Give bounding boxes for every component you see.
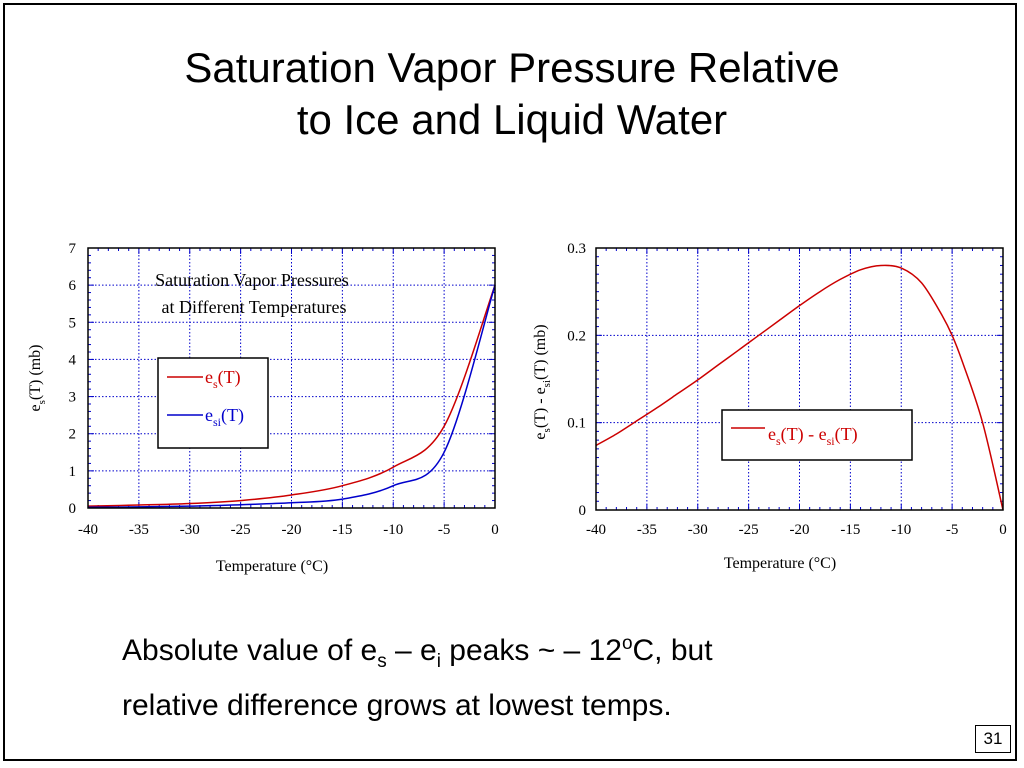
y-tick-label: 0.1 xyxy=(567,416,586,432)
left-chart: -40 -35 -30 -25 -20 -15 -10 -5 0 0 1 2 3 4 5 6 7 Satura… xyxy=(27,241,499,575)
right-chart-y-ticks: 0 0.1 0.2 0.3 xyxy=(567,241,586,519)
x-tick-label: -25 xyxy=(231,522,251,538)
series-line-0-1 xyxy=(87,284,496,509)
right-chart-grid xyxy=(596,248,1003,510)
x-tick-label: -15 xyxy=(332,522,352,538)
left-chart-legend-box xyxy=(157,357,269,449)
x-tick-label: -35 xyxy=(637,522,657,538)
slide-title: Saturation Vapor Pressure Relative to Ic… xyxy=(0,42,1024,146)
x-tick-label: -5 xyxy=(946,522,959,538)
right-chart-x-ticks: -40 -35 -30 -25 -20 -15 -10 -5 0 xyxy=(586,522,1007,538)
legend-label-es: es(T) xyxy=(205,367,241,391)
right-chart-x-label: Temperature (°C) xyxy=(724,555,836,572)
right-chart-y-label: es(T) - esi(T) (mb) xyxy=(532,324,553,439)
left-chart-title-line-2: at Different Temperatures xyxy=(162,297,347,317)
left-chart-legend: es(T) esi(T) xyxy=(157,357,269,449)
y-tick-label: 4 xyxy=(69,352,77,368)
x-tick-label: -30 xyxy=(688,522,708,538)
x-tick-label: -5 xyxy=(438,522,451,538)
x-tick-label: -20 xyxy=(790,522,810,538)
x-tick-label: -40 xyxy=(586,522,606,538)
left-chart-lines xyxy=(87,284,496,509)
x-tick-label: -35 xyxy=(129,522,149,538)
y-tick-label: 7 xyxy=(69,241,77,257)
x-tick-label: -25 xyxy=(739,522,759,538)
y-tick-label: 5 xyxy=(69,315,77,331)
right-chart-plot-frame xyxy=(595,247,1004,511)
left-chart-x-label: Temperature (°C) xyxy=(216,558,328,575)
x-tick-label: 0 xyxy=(999,522,1007,538)
right-chart-legend-box xyxy=(721,409,913,461)
left-chart-plot-frame xyxy=(87,247,496,509)
slide-frame xyxy=(3,3,1017,761)
slide-caption: Absolute value of es – ei peaks ~ – 12oC… xyxy=(122,622,942,728)
right-chart-legend: es(T) - esi(T) xyxy=(721,409,913,461)
y-tick-label: 3 xyxy=(69,390,77,406)
slide-number: 31 xyxy=(975,725,1011,753)
legend-label-esi: esi(T) xyxy=(205,405,244,429)
caption-line-1: Absolute value of es – ei peaks ~ – 12oC… xyxy=(122,633,713,672)
x-tick-label: -15 xyxy=(840,522,860,538)
series-line-1-0 xyxy=(595,264,1004,511)
x-tick-label: -20 xyxy=(282,522,302,538)
y-tick-label: 0 xyxy=(69,501,77,517)
right-chart: -40 -35 -30 -25 -20 -15 -10 -5 0 0 0.1 0.2 0.3 es(T… xyxy=(532,241,1007,572)
slide-title-line-1: Saturation Vapor Pressure Relative xyxy=(184,44,840,91)
caption-line-2: relative difference grows at lowest temp… xyxy=(122,689,672,722)
x-tick-label: -30 xyxy=(180,522,200,538)
series-line-0-0 xyxy=(87,284,496,507)
y-tick-label: 0.2 xyxy=(567,328,586,344)
y-tick-label: 1 xyxy=(69,464,77,480)
x-tick-label: -10 xyxy=(891,522,911,538)
left-chart-y-ticks: 0 1 2 3 4 5 6 7 xyxy=(69,241,77,517)
slide-title-line-2: to Ice and Liquid Water xyxy=(296,96,728,143)
y-tick-label: 0.3 xyxy=(567,241,586,257)
y-tick-label: 2 xyxy=(69,427,77,443)
left-chart-y-label: es(T) (mb) xyxy=(27,345,48,412)
right-chart-lines xyxy=(595,264,1004,511)
left-chart-x-ticks: -40 -35 -30 -25 -20 -15 -10 -5 0 xyxy=(78,522,499,538)
left-chart-grid xyxy=(88,248,495,508)
y-tick-label: 0 xyxy=(579,503,587,519)
x-tick-label: -10 xyxy=(383,522,403,538)
x-tick-label: 0 xyxy=(491,522,499,538)
x-tick-label: -40 xyxy=(78,522,98,538)
left-chart-title-line-1: Saturation Vapor Pressures xyxy=(155,270,349,290)
legend-label-difference: es(T) - esi(T) xyxy=(768,424,858,448)
y-tick-label: 6 xyxy=(69,278,77,294)
